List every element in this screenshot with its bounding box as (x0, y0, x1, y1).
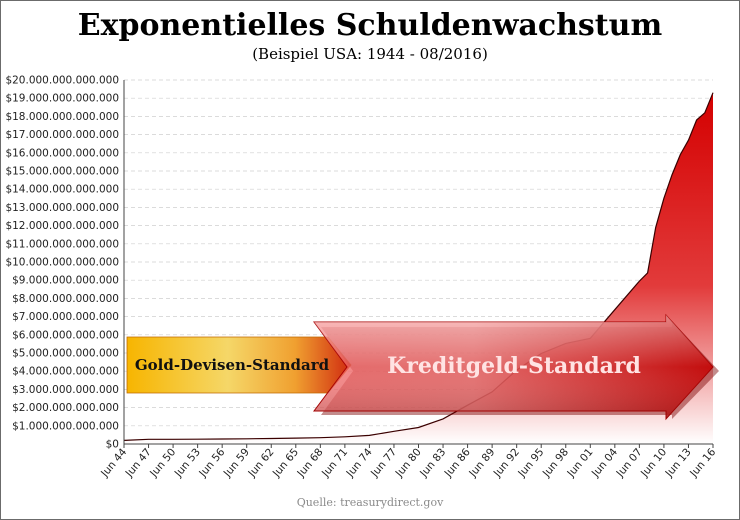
y-tick-label: $13.000.000.000.000 (5, 202, 119, 214)
x-tick-label: Jun 95 (515, 446, 546, 480)
y-tick-label: $5.000.000.000.000 (12, 348, 119, 360)
y-tick-label: $19.000.000.000.000 (5, 93, 119, 105)
y-tick-label: $20.000.000.000.000 (5, 75, 119, 87)
x-tick-label: Jun 77 (368, 446, 399, 480)
y-tick-label: $9.000.000.000.000 (12, 275, 119, 287)
x-tick-label: Jun 07 (614, 446, 645, 480)
y-axis-ticks: $0 $1.000.000.000.000 $2.000.000.000.000 $3… (5, 75, 119, 451)
x-tick-label: Jun 50 (147, 446, 178, 480)
x-tick-label: Jun 62 (245, 446, 276, 480)
x-tick-label: Jun 98 (540, 446, 571, 480)
x-tick-label: Jun 83 (417, 446, 448, 480)
x-tick-label: Jun 47 (123, 446, 154, 480)
x-tick-label: Jun 80 (393, 446, 424, 480)
y-tick-label: $17.000.000.000.000 (5, 129, 119, 141)
x-tick-label: Jun 65 (270, 446, 301, 480)
y-tick-label: $4.000.000.000.000 (12, 366, 119, 378)
y-tick-label: $18.000.000.000.000 (5, 111, 119, 123)
y-tick-label: $10.000.000.000.000 (5, 257, 119, 269)
y-tick-label: $0 (106, 439, 119, 451)
y-tick-label: $2.000.000.000.000 (12, 402, 119, 414)
chart-subtitle: (Beispiel USA: 1944 - 08/2016) (252, 45, 488, 63)
x-tick-label: Jun 10 (638, 446, 669, 480)
x-tick-label: Jun 04 (589, 446, 620, 480)
source-note: Quelle: treasurydirect.gov (297, 496, 444, 509)
gold-standard-label: Gold-Devisen-Standard (135, 356, 330, 374)
y-tick-label: $3.000.000.000.000 (12, 384, 119, 396)
x-tick-label: Jun 56 (196, 446, 227, 480)
x-tick-label: Jun 16 (687, 446, 718, 480)
y-tick-label: $1.000.000.000.000 (12, 420, 119, 432)
x-tick-label: Jun 71 (319, 446, 350, 480)
credit-money-label: Kreditgeld-Standard (387, 353, 641, 379)
x-tick-label: Jun 89 (466, 446, 497, 480)
x-tick-label: Jun 53 (172, 446, 203, 480)
y-tick-label: $6.000.000.000.000 (12, 329, 119, 341)
x-tick-label: Jun 59 (221, 446, 252, 480)
x-tick-label: Jun 01 (564, 446, 595, 480)
y-tick-label: $11.000.000.000.000 (5, 238, 119, 250)
y-tick-label: $16.000.000.000.000 (5, 147, 119, 159)
x-tick-label: Jun 68 (295, 446, 326, 480)
credit-money-arrow-shine (314, 315, 713, 419)
x-tick-label: Jun 92 (491, 446, 522, 480)
y-tick-label: $12.000.000.000.000 (5, 220, 119, 232)
chart-title: Exponentielles Schuldenwachstum (78, 8, 663, 43)
x-tick-label: Jun 13 (663, 446, 694, 480)
grid (124, 79, 713, 427)
x-tick-label: Jun 44 (98, 446, 129, 480)
y-tick-label: $15.000.000.000.000 (5, 166, 119, 178)
x-tick-label: Jun 86 (442, 446, 473, 480)
era-arrows: Gold-Devisen-Standard Kreditgeld-Standar… (126, 313, 719, 421)
y-tick-label: $8.000.000.000.000 (12, 293, 119, 305)
y-tick-label: $14.000.000.000.000 (5, 184, 119, 196)
y-tick-label: $7.000.000.000.000 (12, 311, 119, 323)
x-tick-label: Jun 74 (344, 446, 375, 480)
